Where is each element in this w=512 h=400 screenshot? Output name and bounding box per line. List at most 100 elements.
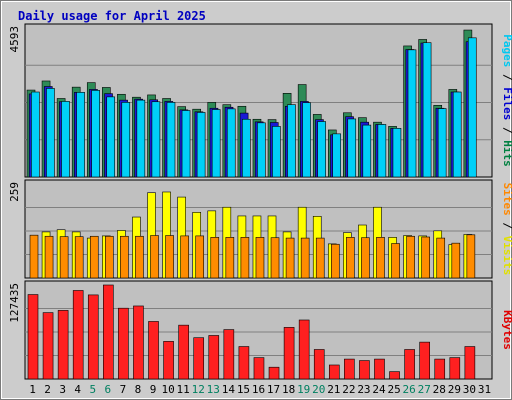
side-legend: Pages / Files / Hits (501, 34, 512, 167)
bar-sites-day-19 (300, 237, 310, 279)
legend-separator: / (501, 120, 512, 140)
y-max-label: 127435 (8, 283, 21, 323)
x-tick-label: 3 (59, 383, 66, 396)
bar-kbytes-day-22 (344, 358, 355, 380)
x-tick-label: 29 (448, 383, 461, 396)
bar-kbytes-day-14 (223, 329, 235, 380)
bar-kbytes-day-7 (118, 307, 129, 380)
bar-kbytes-day-12 (193, 337, 205, 380)
legend-kbytes: KBytes (501, 310, 512, 350)
bar-sites-day-27 (421, 236, 430, 279)
x-tick-label: 14 (222, 383, 236, 396)
x-tick-label: 8 (135, 383, 142, 396)
bar-pages-day-12 (196, 112, 206, 178)
bar-pages-day-27 (422, 42, 432, 178)
legend-pages: Pages (501, 34, 512, 67)
bar-sites-day-22 (346, 237, 355, 279)
bar-kbytes-day-18 (283, 327, 295, 380)
bar-pages-day-28 (437, 108, 447, 178)
bar-kbytes-day-1 (27, 294, 39, 380)
bar-kbytes-day-5 (87, 294, 99, 380)
bar-pages-day-15 (242, 118, 251, 178)
x-tick-label: 31 (478, 383, 491, 396)
x-tick-label: 15 (237, 383, 250, 396)
x-tick-label: 17 (267, 383, 280, 396)
panel-visits-sites: 259 Sites / Visits (8, 179, 512, 279)
y-max-label: 259 (8, 182, 21, 202)
x-tick-label: 12 (192, 383, 205, 396)
bar-kbytes-day-29 (449, 357, 461, 380)
legend-separator: / (501, 67, 512, 87)
bar-pages-day-29 (452, 91, 462, 178)
panel-hits-files-pages: 4593 Pages / Files / Hits (8, 23, 512, 178)
bar-kbytes-day-30 (464, 346, 476, 380)
bar-sites-day-16 (255, 237, 265, 279)
bar-pages-day-9 (151, 101, 161, 178)
bar-kbytes-day-17 (268, 366, 280, 380)
bar-sites-day-28 (436, 237, 446, 279)
x-tick-label: 9 (150, 383, 157, 396)
bar-kbytes-day-2 (42, 312, 54, 380)
legend-sites: Sites (501, 183, 512, 216)
bar-kbytes-day-16 (253, 357, 265, 380)
bar-pages-day-14 (226, 108, 236, 178)
bar-pages-day-5 (91, 90, 100, 178)
bar-sites-day-6 (105, 235, 114, 279)
bar-pages-day-25 (392, 128, 402, 178)
bar-pages-day-18 (287, 104, 296, 178)
bar-sites-day-14 (225, 237, 235, 279)
bar-kbytes-day-10 (163, 341, 174, 380)
bar-kbytes-day-26 (404, 349, 415, 380)
x-tick-label: 16 (252, 383, 265, 396)
x-tick-label: 22 (342, 383, 355, 396)
bar-sites-day-21 (330, 243, 340, 279)
bar-kbytes-day-3 (57, 310, 69, 380)
bar-pages-day-22 (347, 118, 357, 178)
bar-pages-day-10 (166, 102, 176, 178)
bar-kbytes-day-6 (103, 284, 114, 380)
bar-sites-day-10 (165, 235, 174, 279)
bar-pages-day-8 (136, 99, 146, 178)
x-tick-label: 19 (297, 383, 310, 396)
bar-kbytes-day-9 (148, 321, 159, 380)
side-legend: KBytes (501, 310, 512, 350)
bar-sites-day-4 (74, 236, 84, 279)
bar-pages-day-2 (46, 88, 55, 178)
x-tick-label: 6 (105, 383, 112, 396)
x-tick-label: 28 (433, 383, 446, 396)
bar-sites-day-9 (150, 235, 159, 279)
bar-sites-day-29 (451, 242, 461, 279)
bar-pages-day-30 (467, 37, 477, 178)
x-tick-label: 18 (282, 383, 295, 396)
bar-pages-day-13 (211, 109, 221, 178)
x-tick-label: 27 (418, 383, 431, 396)
legend-files: Files (501, 87, 512, 120)
bar-kbytes-day-13 (208, 335, 220, 380)
bar-pages-day-16 (257, 122, 266, 178)
y-max-label: 4593 (8, 26, 21, 53)
x-tick-label: 5 (89, 383, 96, 396)
bar-pages-day-20 (317, 121, 326, 178)
bar-sites-day-25 (391, 243, 400, 279)
bar-sites-day-3 (59, 236, 69, 279)
bar-sites-day-13 (210, 237, 220, 279)
bar-sites-day-18 (285, 237, 295, 279)
x-tick-label: 26 (403, 383, 416, 396)
bar-kbytes-day-25 (389, 371, 400, 380)
bar-kbytes-day-11 (178, 324, 189, 380)
bar-sites-day-20 (315, 237, 325, 279)
bar-sites-day-11 (180, 235, 189, 279)
bar-pages-day-7 (121, 102, 131, 178)
x-tick-label: 7 (120, 383, 127, 396)
x-tick-label: 21 (327, 383, 340, 396)
bar-sites-day-1 (29, 234, 39, 279)
bar-kbytes-day-20 (313, 349, 325, 380)
x-tick-label: 4 (74, 383, 81, 396)
bar-kbytes-day-28 (434, 358, 446, 380)
x-tick-label: 30 (463, 383, 476, 396)
bar-kbytes-day-4 (72, 290, 84, 380)
bar-pages-day-23 (362, 124, 372, 178)
bar-sites-day-12 (195, 235, 205, 279)
